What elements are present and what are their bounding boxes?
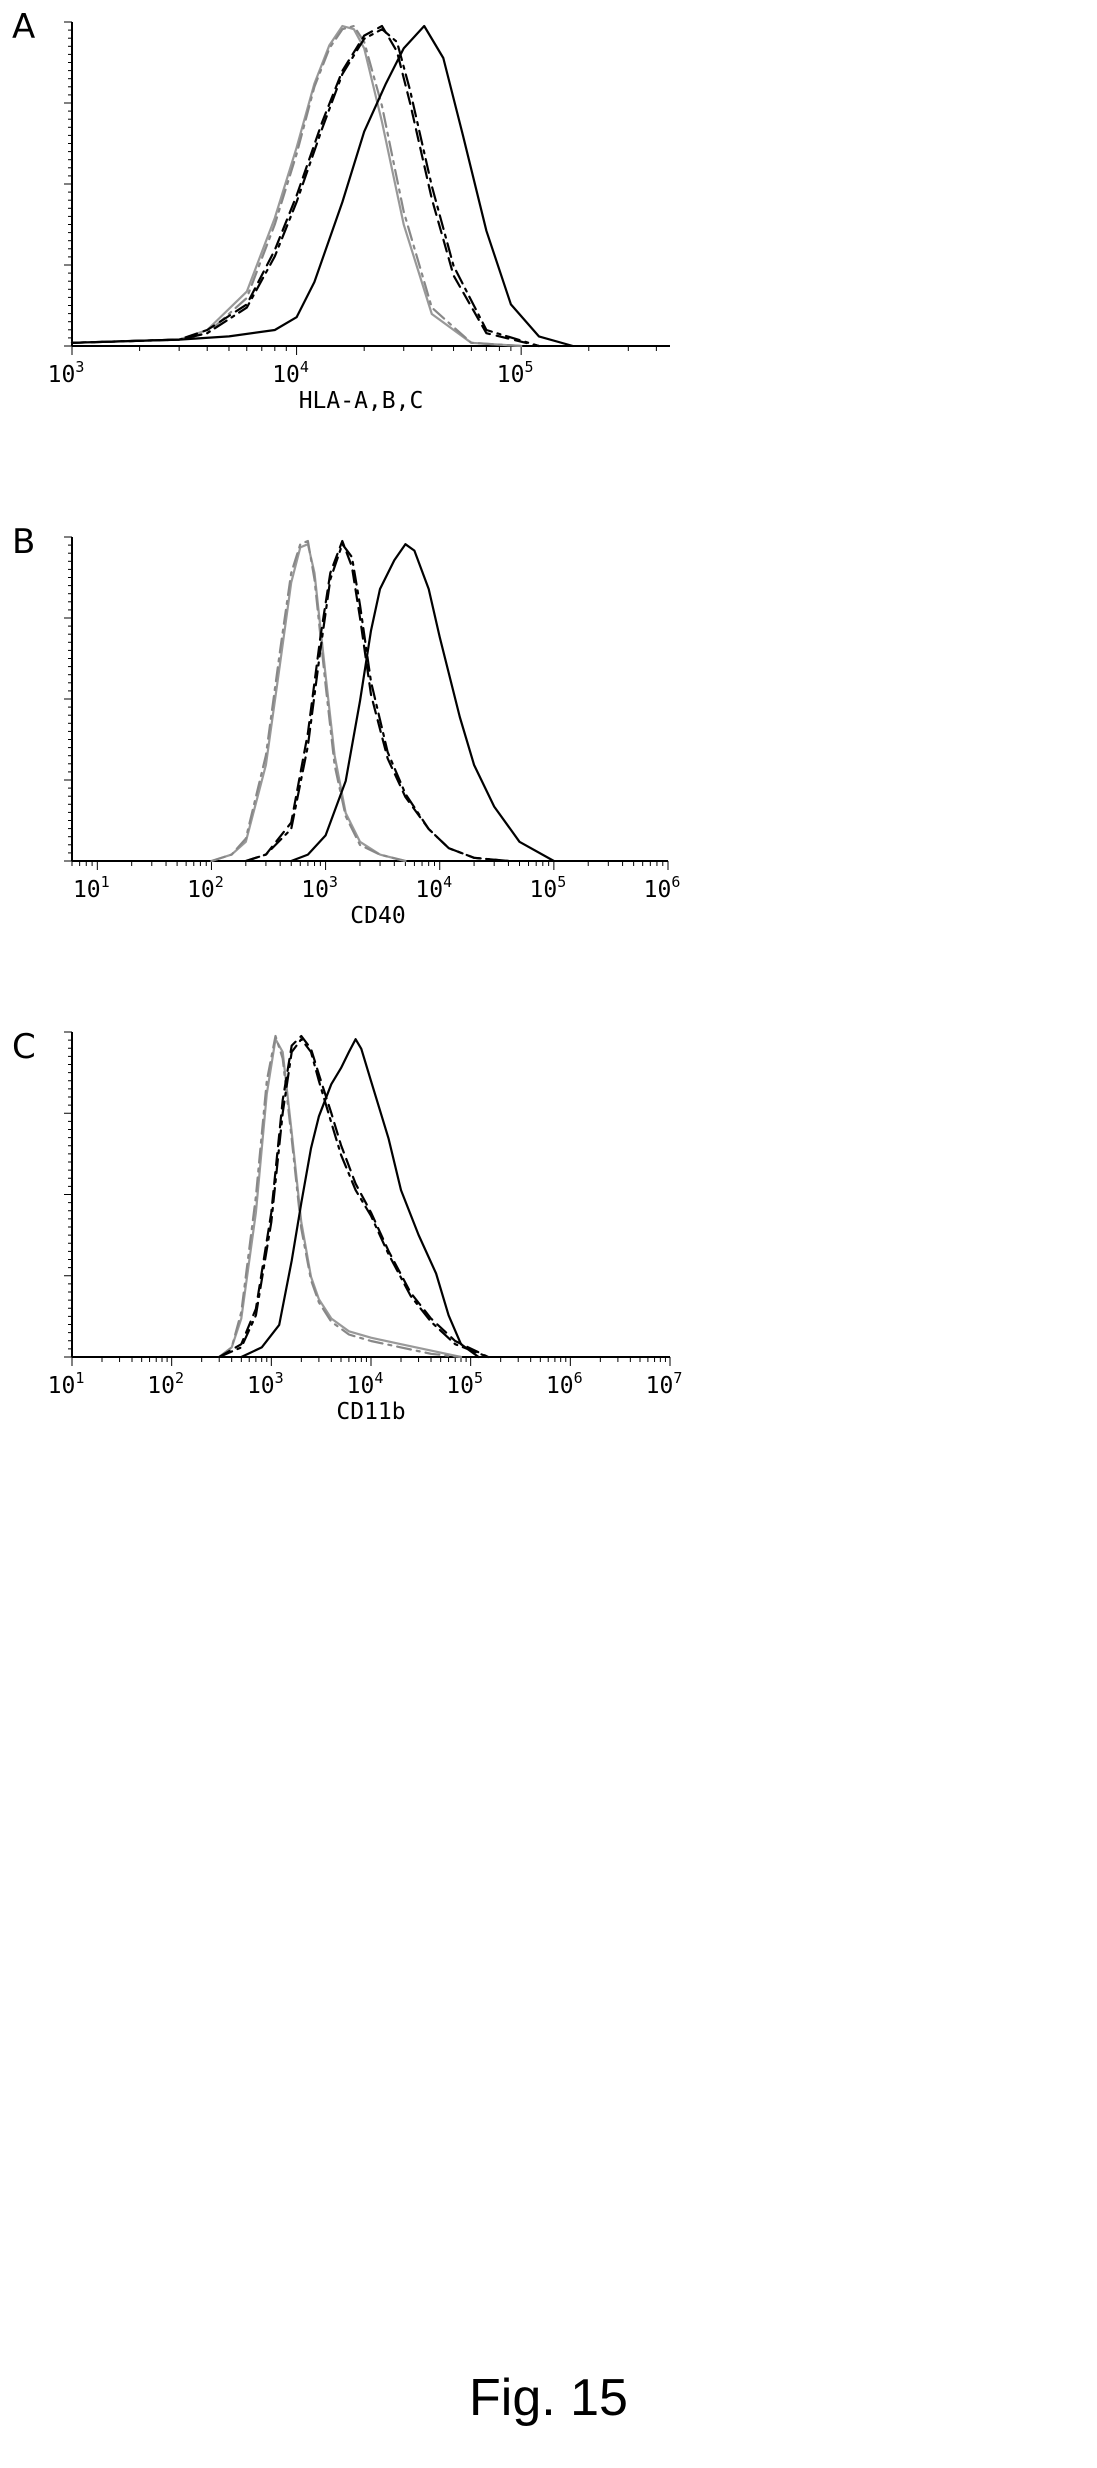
series-line-3 xyxy=(70,24,540,348)
x-tick-label: 101 xyxy=(48,1369,85,1399)
series-line-4 xyxy=(244,543,510,863)
figure-caption: Fig. 15 xyxy=(469,2369,628,2427)
x-tick-label: 105 xyxy=(446,1369,483,1399)
x-tick-label: 104 xyxy=(415,873,452,903)
series-line-1 xyxy=(210,543,407,863)
series-line-2 xyxy=(70,24,523,348)
x-tick-label: 107 xyxy=(646,1369,683,1399)
series-line-1 xyxy=(70,24,523,348)
series-line-3 xyxy=(244,539,510,863)
series-line-5 xyxy=(240,1038,480,1359)
panel-letter: B xyxy=(12,522,35,562)
x-tick-label: 101 xyxy=(73,873,110,903)
x-tick-label: 105 xyxy=(529,873,566,903)
panel-c: C 101 102 103 104 105 106 107 CD11b xyxy=(12,1027,682,1425)
x-tick-label: 103 xyxy=(301,873,338,903)
x-tick-label: 104 xyxy=(272,358,309,388)
x-tick-label: 104 xyxy=(347,1369,384,1399)
x-tick-label: 106 xyxy=(546,1369,583,1399)
x-tick-label: 103 xyxy=(247,1369,284,1399)
series-line-3 xyxy=(218,1034,490,1359)
series-line-2 xyxy=(218,1034,463,1359)
x-axis-title: CD40 xyxy=(350,903,405,929)
panel-a: A 103 104 105 HLA-A,B,C xyxy=(12,7,670,414)
series-line-2 xyxy=(210,539,407,863)
x-axis-title: CD11b xyxy=(336,1399,405,1425)
figure-15: A 103 104 105 HLA-A,B,C B 101 102 103 104 105 106 CD… xyxy=(12,7,682,1425)
panel-b: B 101 102 103 104 105 106 CD40 xyxy=(12,522,680,929)
panel-letter: A xyxy=(12,7,35,47)
x-tick-label: 102 xyxy=(147,1369,184,1399)
series-line-5 xyxy=(290,543,555,863)
x-tick-label: 105 xyxy=(497,358,534,388)
series-line-1 xyxy=(218,1038,463,1359)
panel-letter: C xyxy=(12,1027,36,1067)
x-tick-label: 102 xyxy=(187,873,224,903)
x-tick-label: 106 xyxy=(644,873,681,903)
x-axis-title: HLA-A,B,C xyxy=(299,388,424,414)
series-line-4 xyxy=(70,28,540,348)
x-tick-label: 103 xyxy=(48,358,85,388)
series-line-5 xyxy=(70,24,574,348)
